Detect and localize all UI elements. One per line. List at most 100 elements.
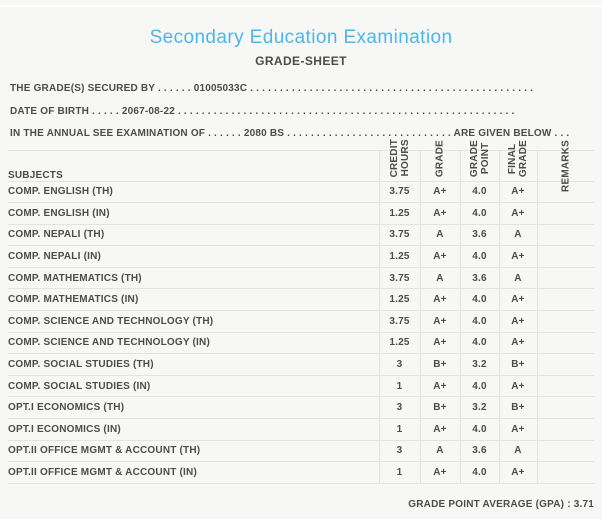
- remarks-cell: [536, 374, 594, 397]
- final-grade-cell: A+: [498, 181, 537, 203]
- final-grade-cell: A: [498, 223, 537, 246]
- grade-point-cell: 4.0: [459, 288, 499, 311]
- final-grade-cell: A+: [498, 202, 537, 225]
- header-final-grade-label: FINAL GRADE: [507, 140, 529, 178]
- credit-hours-cell: 1: [378, 374, 420, 397]
- grade-point-cell: 3.6: [459, 439, 499, 462]
- table-row: COMP. SCIENCE AND TECHNOLOGY (IN) 1.25 A…: [8, 331, 594, 354]
- header-grade: GRADE: [419, 140, 460, 182]
- final-grade-cell: A: [498, 439, 537, 462]
- header-grade-point-label: GRADE POINT: [468, 140, 491, 178]
- table-header-row: SUBJECTS CREDIT HOURS GRADE GRADE POINT …: [8, 139, 594, 192]
- table-body: COMP. ENGLISH (TH) 3.75 A+ 4.0 A+ COMP. …: [8, 181, 594, 484]
- grade-cell: A+: [419, 181, 460, 203]
- table-row: COMP. SCIENCE AND TECHNOLOGY (TH) 3.75 A…: [8, 310, 594, 333]
- table-row: COMP. NEPALI (TH) 3.75 A 3.6 A: [8, 223, 594, 246]
- credit-hours-cell: 3.75: [378, 266, 420, 289]
- subject-cell: OPT.II OFFICE MGMT & ACCOUNT (TH): [8, 439, 379, 462]
- grade-cell: A+: [419, 288, 460, 311]
- grade-point-cell: 4.0: [459, 310, 499, 333]
- subject-cell: COMP. SCIENCE AND TECHNOLOGY (IN): [8, 331, 379, 354]
- grade-point-cell: 4.0: [459, 181, 499, 203]
- table-row: COMP. MATHEMATICS (TH) 3.75 A 3.6 A: [8, 266, 594, 289]
- table-row: COMP. MATHEMATICS (IN) 1.25 A+ 4.0 A+: [8, 288, 594, 311]
- table-row: OPT.I ECONOMICS (TH) 3 B+ 3.2 B+: [8, 396, 594, 419]
- table-row: OPT.II OFFICE MGMT & ACCOUNT (TH) 3 A 3.…: [8, 439, 594, 462]
- final-grade-cell: A+: [498, 245, 537, 268]
- subject-cell: OPT.II OFFICE MGMT & ACCOUNT (IN): [8, 461, 379, 484]
- header-credit-hours-label: CREDIT HOURS: [388, 139, 411, 178]
- grade-point-cell: 4.0: [459, 245, 499, 268]
- header-credit-hours: CREDIT HOURS: [378, 139, 420, 182]
- final-grade-cell: A+: [498, 310, 537, 333]
- remarks-cell: [536, 181, 594, 203]
- credit-hours-cell: 1.25: [378, 202, 420, 225]
- subject-cell: OPT.I ECONOMICS (TH): [8, 396, 379, 419]
- header-remarks-label: REMARKS: [560, 139, 572, 192]
- grades-table: SUBJECTS CREDIT HOURS GRADE GRADE POINT …: [8, 139, 594, 484]
- final-grade-cell: A+: [498, 288, 537, 311]
- grade-cell: A+: [419, 418, 460, 441]
- credit-hours-cell: 3: [378, 396, 420, 419]
- remarks-cell: [536, 223, 594, 246]
- credit-hours-cell: 3.75: [378, 310, 420, 333]
- header-grade-label: GRADE: [434, 140, 446, 178]
- credit-hours-cell: 3.75: [378, 223, 420, 246]
- credit-hours-cell: 1.25: [378, 245, 420, 268]
- secured-by-line: THE GRADE(S) SECURED BY . . . . . . 0100…: [10, 83, 534, 94]
- subject-cell: COMP. SCIENCE AND TECHNOLOGY (TH): [8, 310, 379, 333]
- subject-cell: COMP. ENGLISH (TH): [8, 186, 114, 198]
- examination-line: IN THE ANNUAL SEE EXAMINATION OF . . . .…: [10, 128, 570, 139]
- remarks-cell: [536, 439, 594, 462]
- credit-hours-cell: 1: [378, 418, 420, 441]
- final-grade-cell: A+: [498, 374, 537, 397]
- final-grade-cell: A+: [498, 461, 537, 484]
- top-divider: [0, 0, 602, 7]
- subject-cell: COMP. MATHEMATICS (TH): [8, 266, 379, 289]
- gpa-line: GRADE POINT AVERAGE (GPA) :3.71: [0, 499, 602, 510]
- remarks-cell: [536, 245, 594, 268]
- remarks-cell: [536, 288, 594, 311]
- credit-hours-cell: 1.25: [378, 331, 420, 354]
- table-row: OPT.II OFFICE MGMT & ACCOUNT (IN) 1 A+ 4…: [8, 461, 594, 484]
- credit-hours-cell: 3.75: [378, 181, 420, 203]
- header-subjects-label: SUBJECTS: [8, 169, 63, 181]
- table-row: COMP. ENGLISH (IN) 1.25 A+ 4.0 A+: [8, 202, 594, 225]
- table-row: COMP. SOCIAL STUDIES (TH) 3 B+ 3.2 B+: [8, 353, 594, 376]
- remarks-cell: [536, 202, 594, 225]
- table-row: COMP. SOCIAL STUDIES (IN) 1 A+ 4.0 A+: [8, 374, 594, 397]
- subject-cell: COMP. ENGLISH (IN): [8, 202, 379, 225]
- grade-cell: A+: [419, 331, 460, 354]
- subject-cell: COMP. NEPALI (IN): [8, 245, 379, 268]
- final-grade-cell: B+: [498, 353, 537, 376]
- credit-hours-cell: 1.25: [378, 288, 420, 311]
- credit-hours-cell: 1: [378, 461, 420, 484]
- remarks-cell: [536, 418, 594, 441]
- remarks-cell: [536, 461, 594, 484]
- final-grade-cell: B+: [498, 396, 537, 419]
- remarks-cell: [536, 331, 594, 354]
- grade-cell: A: [419, 439, 460, 462]
- grade-point-cell: 3.6: [459, 223, 499, 246]
- student-info-section: THE GRADE(S) SECURED BY . . . . . . 0100…: [0, 78, 602, 146]
- grade-cell: A: [419, 223, 460, 246]
- remarks-cell: [536, 353, 594, 376]
- table-row: COMP. NEPALI (IN) 1.25 A+ 4.0 A+: [8, 245, 594, 268]
- subject-cell: COMP. SOCIAL STUDIES (TH): [8, 353, 379, 376]
- grade-point-cell: 3.2: [459, 396, 499, 419]
- grade-cell: A+: [419, 245, 460, 268]
- remarks-cell: [536, 310, 594, 333]
- page-subtitle: GRADE-SHEET: [255, 54, 347, 68]
- gpa-value: 3.71: [573, 498, 594, 510]
- grade-point-cell: 4.0: [459, 418, 499, 441]
- grade-point-cell: 4.0: [459, 374, 499, 397]
- credit-hours-cell: 3: [378, 439, 420, 462]
- remarks-cell: [536, 266, 594, 289]
- subject-cell: COMP. MATHEMATICS (IN): [8, 288, 379, 311]
- grade-point-cell: 3.2: [459, 353, 499, 376]
- grade-cell: A+: [419, 202, 460, 225]
- subject-cell: COMP. NEPALI (TH): [8, 223, 379, 246]
- grade-point-cell: 3.6: [459, 266, 499, 289]
- grade-cell: B+: [419, 396, 460, 419]
- grade-point-cell: 4.0: [459, 461, 499, 484]
